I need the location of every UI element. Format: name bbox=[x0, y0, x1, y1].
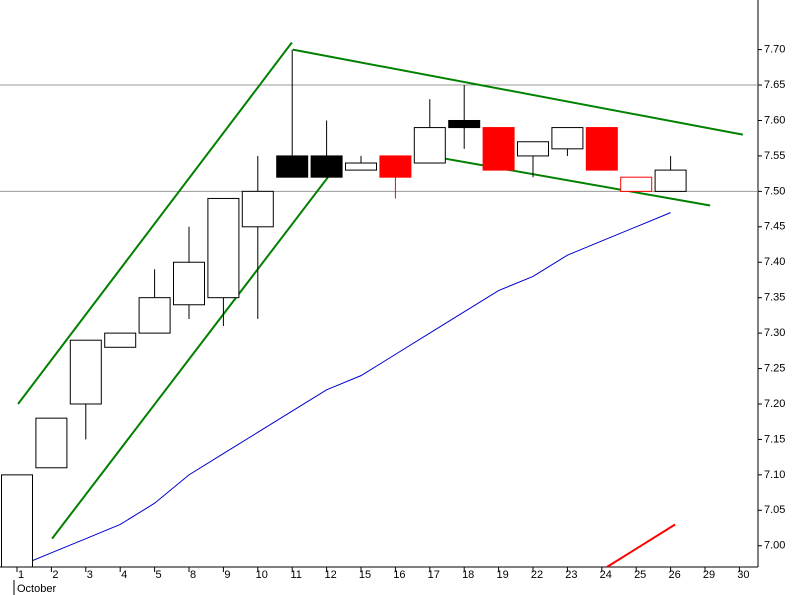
candle-body bbox=[654, 169, 687, 192]
candle-body bbox=[69, 339, 102, 405]
y-tick-label: 7.00 bbox=[764, 540, 785, 552]
y-tick-label: 7.15 bbox=[764, 433, 785, 445]
x-tick-label: 3 bbox=[87, 569, 93, 581]
x-tick-label: 15 bbox=[359, 569, 371, 581]
x-tick-label: 10 bbox=[256, 569, 268, 581]
y-tick-label: 7.30 bbox=[764, 327, 785, 339]
x-tick-label: 12 bbox=[324, 569, 336, 581]
x-tick-label: 26 bbox=[668, 569, 680, 581]
y-tick-label: 7.25 bbox=[764, 362, 785, 374]
trendline bbox=[429, 154, 711, 207]
x-tick-label: 24 bbox=[600, 569, 612, 581]
candle-body bbox=[35, 417, 68, 469]
x-tick-label: 2 bbox=[52, 569, 58, 581]
trendline bbox=[606, 523, 676, 568]
x-tick-label: 18 bbox=[462, 569, 474, 581]
x-tick-label: 29 bbox=[703, 569, 715, 581]
candle-body bbox=[345, 162, 377, 171]
y-tick-label: 7.65 bbox=[764, 79, 785, 91]
x-tick-label: 5 bbox=[156, 569, 162, 581]
x-tick-label: 1 bbox=[18, 569, 24, 581]
y-tick-label: 7.60 bbox=[764, 114, 785, 126]
candle-body bbox=[207, 197, 240, 299]
x-tick-label: 8 bbox=[190, 569, 196, 581]
candle-body bbox=[448, 119, 481, 129]
candle-body bbox=[620, 176, 653, 192]
x-tick-label: 11 bbox=[290, 569, 301, 581]
candle-body bbox=[585, 127, 618, 171]
candle-body bbox=[138, 297, 171, 334]
x-tick-label: 23 bbox=[565, 569, 577, 581]
candle-body bbox=[241, 190, 274, 228]
y-tick-label: 7.20 bbox=[764, 398, 785, 410]
y-tick-label: 7.10 bbox=[764, 469, 785, 481]
x-tick-label: 16 bbox=[393, 569, 405, 581]
trendline bbox=[292, 48, 744, 136]
candle-body bbox=[413, 127, 446, 164]
x-tick-label: 19 bbox=[496, 569, 508, 581]
candle-body bbox=[379, 155, 412, 178]
candle-body bbox=[310, 155, 343, 178]
candle-body bbox=[517, 141, 549, 157]
y-tick-label: 7.05 bbox=[764, 504, 785, 516]
y-tick-label: 7.50 bbox=[764, 185, 785, 197]
moving-average bbox=[16, 212, 671, 568]
x-tick-label: 4 bbox=[121, 569, 127, 581]
y-tick-label: 7.55 bbox=[764, 150, 785, 162]
candle-body bbox=[173, 261, 205, 306]
x-tick-label: 22 bbox=[531, 569, 543, 581]
candle-body bbox=[276, 155, 309, 178]
trendline bbox=[17, 41, 293, 405]
x-tick-label: 25 bbox=[634, 569, 646, 581]
candle-body bbox=[1, 474, 33, 568]
y-tick-label: 7.40 bbox=[764, 256, 785, 268]
candle-body bbox=[482, 127, 515, 171]
trendline bbox=[51, 176, 329, 540]
y-tick-label: 7.45 bbox=[764, 221, 785, 233]
y-tick-label: 7.35 bbox=[764, 292, 785, 304]
x-tick-label: 9 bbox=[224, 569, 230, 581]
candle-body bbox=[104, 332, 137, 348]
y-tick-label: 7.70 bbox=[764, 44, 785, 56]
x-tick-label: 30 bbox=[737, 569, 749, 581]
x-tick-label: 17 bbox=[428, 569, 440, 581]
candle-body bbox=[551, 127, 584, 150]
month-label: October bbox=[17, 583, 56, 595]
